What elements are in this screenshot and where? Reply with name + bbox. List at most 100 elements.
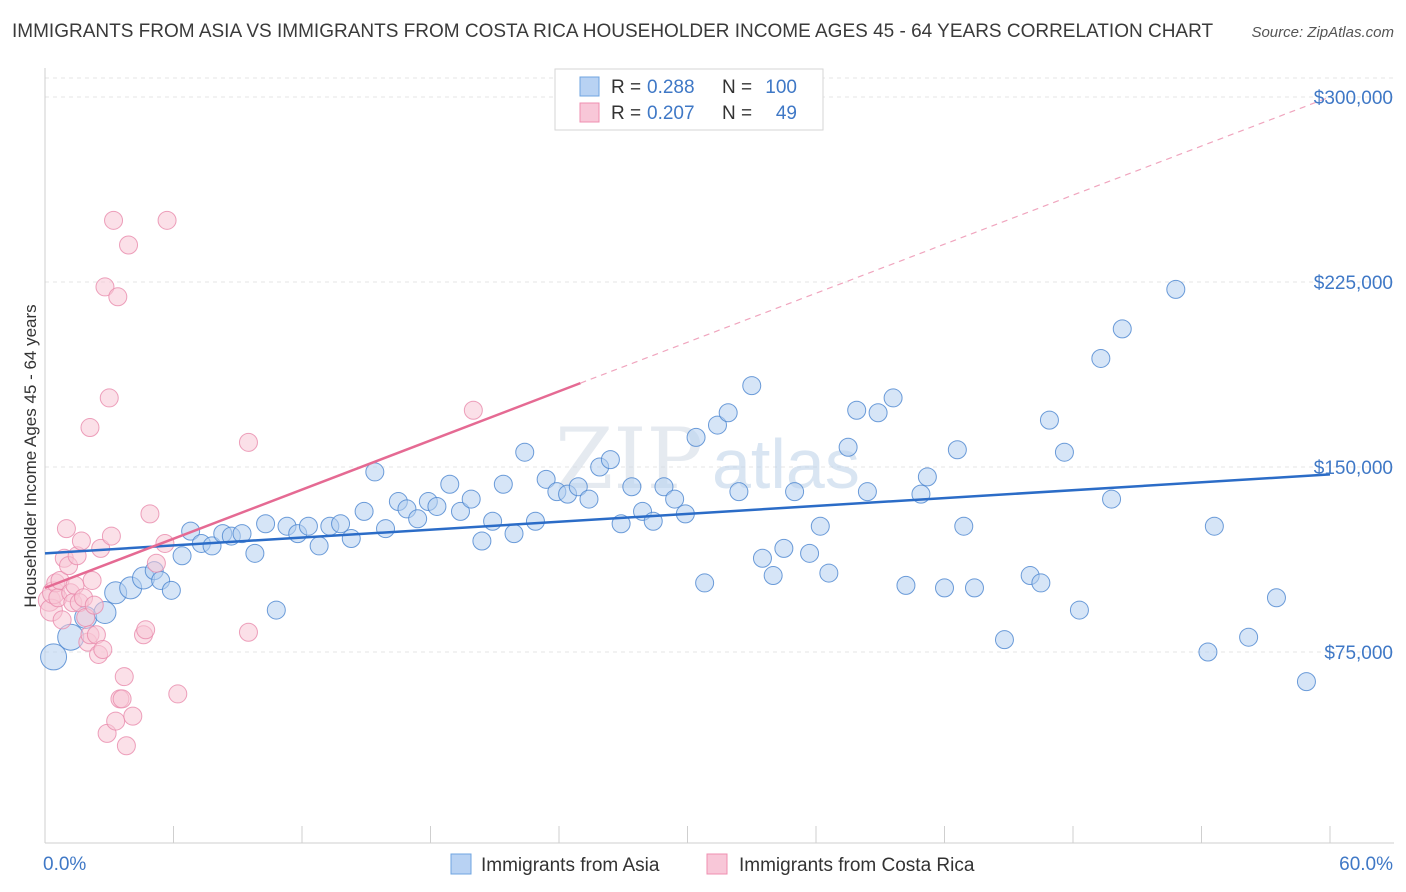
asia-point <box>718 403 738 423</box>
y-tick-label: $150,000 <box>1314 458 1393 479</box>
costa-rica-point <box>123 706 143 726</box>
costa-rica-trend-line <box>44 381 581 590</box>
asia-point <box>298 516 318 536</box>
stats-swatch-costa-rica <box>579 102 600 123</box>
stats-r-label-costa-rica: R = <box>611 103 641 124</box>
asia-point <box>354 501 374 521</box>
asia-point <box>568 477 588 497</box>
trend-layer <box>44 96 1331 590</box>
y-tick-label: $225,000 <box>1314 273 1393 294</box>
stats-legend-box: R = 0.288 N = 100 R = 0.207 N = 49 <box>554 68 824 131</box>
asia-point <box>763 566 783 586</box>
stats-n-value-asia: 100 <box>765 77 797 98</box>
costa-rica-point <box>116 736 136 756</box>
costa-rica-point <box>104 210 124 230</box>
asia-point <box>1054 442 1074 462</box>
asia-point <box>896 575 916 595</box>
legend-swatch-asia <box>450 853 472 875</box>
costa-rica-point <box>80 418 100 438</box>
asia-point <box>408 509 428 529</box>
stats-box-frame <box>554 68 824 131</box>
costa-rica-point <box>106 711 126 731</box>
costa-rica-point <box>93 640 113 660</box>
asia-point <box>525 511 545 531</box>
costa-rica-point <box>463 400 483 420</box>
stats-n-label-costa-rica: N = <box>722 103 752 124</box>
asia-point <box>266 600 286 620</box>
labels-layer: $75,000 $150,000 $225,000 $300,000 0.0% 60.0%… <box>21 88 1393 875</box>
stats-r-label-asia: R = <box>611 77 641 98</box>
asia-point <box>654 477 674 497</box>
source-label: Source: ZipAtlas.com <box>1251 24 1394 41</box>
asia-point <box>954 516 974 536</box>
asia-point <box>1039 410 1059 430</box>
asia-point <box>785 482 805 502</box>
points-layer <box>37 210 1316 756</box>
asia-point <box>707 415 727 435</box>
asia-point <box>857 482 877 502</box>
asia-point <box>427 496 447 516</box>
axis-layer <box>44 68 1394 844</box>
asia-point <box>1296 672 1316 692</box>
asia-point <box>256 514 276 534</box>
asia-point <box>935 578 954 598</box>
asia-point <box>774 538 794 558</box>
y-axis-label: Householder Income Ages 45 - 64 years <box>21 304 40 607</box>
asia-point <box>40 643 68 671</box>
asia-point <box>752 548 772 568</box>
asia-point <box>1204 516 1224 536</box>
asia-point <box>742 376 762 396</box>
asia-point <box>440 474 460 494</box>
asia-point <box>483 511 503 531</box>
costa-rica-point <box>99 388 119 408</box>
asia-point <box>1069 600 1089 620</box>
asia-trend-line <box>44 473 1331 555</box>
stats-r-value-asia: 0.288 <box>647 77 695 98</box>
asia-point <box>994 630 1014 650</box>
asia-point <box>947 440 967 460</box>
y-tick-label: $75,000 <box>1324 643 1393 664</box>
asia-point <box>1102 489 1122 509</box>
grid-layer <box>45 77 1394 653</box>
asia-point <box>695 573 715 593</box>
costa-rica-point <box>136 620 156 640</box>
asia-point <box>964 578 984 598</box>
asia-point <box>622 477 642 497</box>
costa-rica-point <box>95 277 115 297</box>
chart-title: IMMIGRANTS FROM ASIA VS IMMIGRANTS FROM … <box>12 21 1214 42</box>
costa-rica-point <box>52 610 72 630</box>
costa-rica-point <box>112 689 132 709</box>
asia-point <box>1239 627 1259 647</box>
asia-point <box>729 482 749 502</box>
asia-point <box>1112 319 1132 339</box>
costa-rica-point <box>157 210 177 230</box>
asia-point <box>1091 348 1111 368</box>
asia-point <box>600 450 620 470</box>
costa-rica-point <box>108 287 128 307</box>
costa-rica-point <box>168 684 188 704</box>
asia-point <box>172 546 192 566</box>
costa-rica-point <box>238 432 258 452</box>
asia-point <box>232 524 252 544</box>
costa-rica-point <box>146 553 166 573</box>
stats-swatch-asia <box>579 76 600 97</box>
legend-label-costa-rica: Immigrants from Costa Rica <box>739 855 975 876</box>
asia-point <box>472 531 492 551</box>
x-tick-label-min: 0.0% <box>43 854 86 875</box>
asia-point <box>202 536 222 556</box>
asia-point <box>810 516 830 536</box>
asia-point <box>838 437 858 457</box>
costa-rica-point <box>71 531 91 551</box>
x-tick-label-max: 60.0% <box>1339 854 1393 875</box>
asia-point <box>515 442 535 462</box>
asia-point <box>309 536 329 556</box>
asia-point <box>376 519 396 539</box>
stats-r-value-costa-rica: 0.207 <box>647 103 695 124</box>
asia-point <box>917 467 937 487</box>
stats-n-value-costa-rica: 49 <box>776 103 797 124</box>
asia-point <box>493 474 513 494</box>
asia-point <box>665 489 685 509</box>
legend-label-asia: Immigrants from Asia <box>481 855 660 876</box>
costa-rica-point <box>119 235 139 255</box>
asia-point <box>461 489 481 509</box>
